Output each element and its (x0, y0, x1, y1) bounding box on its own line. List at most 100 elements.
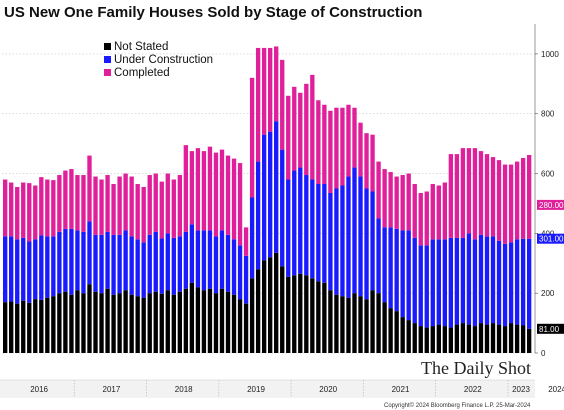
bar-under-construction (195, 230, 201, 288)
bar-completed (334, 107, 339, 189)
bar-completed (165, 173, 170, 234)
bar-under-construction (141, 242, 146, 298)
bar-under-construction (117, 234, 122, 294)
bar-not-stated (322, 282, 327, 353)
bar-not-stated (346, 297, 351, 353)
bar-not-stated (370, 290, 375, 353)
bar-under-construction (39, 235, 44, 300)
bar-under-construction (63, 228, 68, 292)
bar-not-stated (219, 288, 225, 353)
bar-completed (15, 187, 20, 240)
bar-under-construction (484, 236, 490, 325)
bar-not-stated (141, 297, 146, 353)
bar-not-stated (27, 302, 32, 353)
bar-completed (117, 176, 122, 235)
bar-not-stated (274, 252, 279, 353)
bar-not-stated (3, 302, 8, 353)
bar-under-construction (213, 236, 219, 294)
bar-under-construction (514, 239, 520, 325)
bar-completed (508, 164, 514, 243)
bar-under-construction (261, 134, 267, 261)
bar-completed (370, 134, 375, 192)
x-tick-label: 2017 (103, 385, 121, 394)
bar-not-stated (177, 291, 182, 353)
bar-completed (201, 151, 207, 231)
bar-under-construction (81, 231, 86, 294)
bar-under-construction (111, 234, 116, 295)
bar-completed (442, 182, 447, 240)
bar-under-construction (189, 224, 195, 283)
bar-completed (352, 107, 357, 168)
bar-completed (364, 133, 369, 189)
bar-under-construction (526, 238, 532, 329)
x-tick-label: 2024 (548, 385, 564, 394)
bar-not-stated (171, 294, 176, 353)
legend-swatch (104, 69, 111, 76)
bar-not-stated (466, 324, 472, 353)
bar-under-construction (340, 185, 345, 297)
bar-completed (406, 173, 411, 231)
bar-under-construction (237, 245, 243, 300)
bar-not-stated (51, 296, 56, 353)
bar-under-construction (304, 175, 309, 276)
bar-under-construction (9, 236, 14, 302)
bar-completed (3, 179, 8, 237)
bar-under-construction (472, 239, 478, 327)
bar-under-construction (105, 231, 110, 289)
bar-not-stated (304, 275, 309, 353)
bar-under-construction (135, 239, 140, 297)
bar-completed (400, 175, 405, 231)
bar-completed (51, 180, 56, 237)
bar-under-construction (490, 236, 496, 324)
bar-not-stated (87, 284, 92, 353)
bar-completed (27, 183, 32, 242)
bar-under-construction (298, 167, 303, 274)
bar-completed (388, 172, 393, 228)
end-label-tag (537, 233, 564, 244)
bar-completed (171, 179, 176, 238)
bar-completed (99, 179, 104, 235)
bar-completed (87, 155, 92, 222)
bar-completed (189, 151, 195, 225)
bar-under-construction (268, 131, 273, 258)
bar-not-stated (213, 293, 219, 353)
bar-completed (478, 151, 484, 235)
bar-completed (424, 191, 429, 246)
bar-completed (274, 46, 279, 122)
bar-completed (213, 152, 219, 237)
bar-completed (9, 182, 14, 237)
bar-under-construction (147, 234, 152, 294)
y-tick-label: 200 (541, 289, 555, 298)
end-label-tag (537, 323, 564, 334)
bar-under-construction (358, 176, 363, 297)
bar-completed (249, 77, 255, 198)
x-tick-label: 2022 (464, 385, 482, 394)
end-label-text: 280.00 (539, 201, 564, 210)
y-tick-label: 600 (541, 170, 555, 179)
bar-completed (63, 170, 68, 229)
bar-not-stated (496, 324, 502, 353)
bar-under-construction (45, 236, 50, 298)
bar-completed (45, 179, 50, 237)
x-tick-label: 2021 (392, 385, 410, 394)
bar-not-stated (15, 303, 20, 353)
bar-under-construction (406, 230, 411, 321)
bar-completed (207, 146, 213, 231)
bar-under-construction (15, 239, 20, 304)
bar-completed (394, 176, 399, 229)
bar-not-stated (225, 291, 231, 353)
bar-under-construction (454, 237, 460, 325)
bar-under-construction (87, 221, 92, 285)
bar-completed (310, 74, 315, 180)
bar-not-stated (280, 266, 285, 353)
bar-not-stated (135, 296, 140, 353)
bar-under-construction (316, 184, 321, 282)
bar-not-stated (39, 299, 44, 353)
legend-label: Not Stated (114, 41, 168, 53)
bar-completed (33, 185, 38, 240)
bar-completed (39, 177, 44, 236)
bar-not-stated (195, 287, 201, 353)
copyright-text: Copyright© 2024 Bloomberg Finance L.P. 2… (384, 402, 531, 409)
bar-not-stated (207, 288, 213, 353)
